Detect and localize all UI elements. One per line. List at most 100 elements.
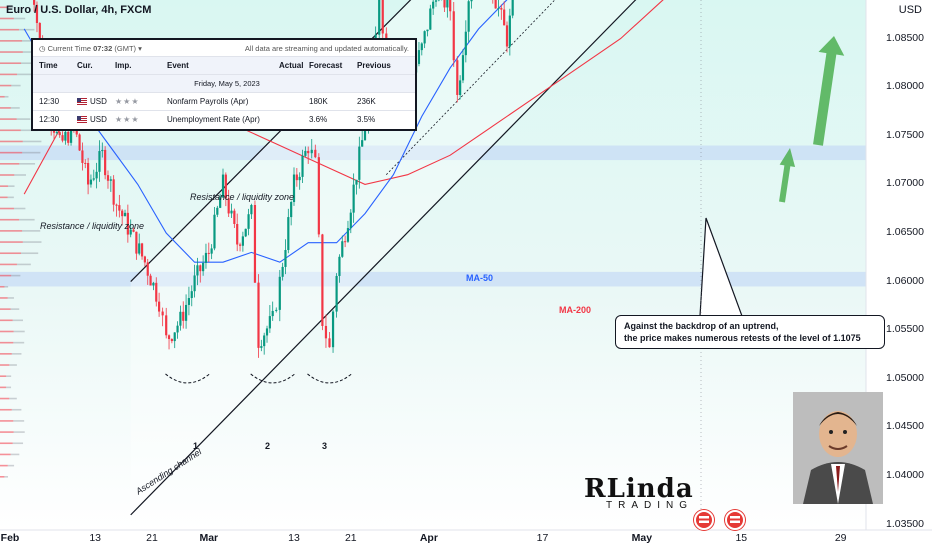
volume-profile-bar bbox=[18, 28, 35, 31]
candle-body bbox=[301, 155, 304, 177]
candle-body bbox=[182, 311, 185, 321]
channel-mid-line bbox=[386, 0, 556, 175]
volume-profile-bar bbox=[0, 185, 8, 187]
volume-profile-bar bbox=[0, 73, 18, 76]
us-event-icon[interactable] bbox=[725, 510, 745, 530]
ma50-line bbox=[23, 0, 508, 263]
candle-body bbox=[152, 282, 155, 286]
volume-profile-bar bbox=[7, 6, 14, 9]
low-label-1: 1 bbox=[193, 441, 199, 451]
candle-body bbox=[423, 31, 426, 44]
volume-profile-bar bbox=[0, 129, 21, 132]
candle-body bbox=[132, 229, 135, 232]
candle-body bbox=[284, 250, 287, 267]
timezone-select[interactable]: (GMT) bbox=[114, 44, 137, 53]
volume-profile-bar bbox=[0, 397, 10, 400]
candle-body bbox=[335, 275, 338, 312]
rlinda-logo: RLinda TRADING bbox=[584, 474, 694, 511]
low-label-3: 3 bbox=[322, 441, 328, 451]
volume-profile-bar bbox=[16, 118, 31, 120]
candle-body bbox=[352, 184, 355, 213]
volume-profile-bar bbox=[13, 207, 26, 210]
volume-profile-bar bbox=[0, 218, 20, 221]
x-tick-label: Mar bbox=[199, 532, 219, 544]
candle-body bbox=[346, 228, 350, 242]
y-tick-label: 1.07000 bbox=[886, 177, 924, 190]
candle-body bbox=[112, 179, 115, 205]
candle-body bbox=[126, 212, 129, 235]
candle-body bbox=[210, 248, 213, 254]
volume-profile-bar bbox=[7, 196, 14, 199]
green-arrow bbox=[779, 148, 796, 203]
clock-icon: ◷ bbox=[39, 44, 46, 53]
importance-stars-icon: ★★★ bbox=[115, 115, 140, 124]
y-tick-label: 1.05500 bbox=[886, 323, 924, 336]
candle-body bbox=[69, 121, 73, 143]
x-tick-label: 15 bbox=[735, 532, 748, 544]
candle-body bbox=[170, 339, 173, 342]
volume-profile-bar bbox=[0, 420, 14, 422]
candle-body bbox=[470, 0, 473, 2]
candle-body bbox=[196, 265, 199, 276]
candle-body bbox=[58, 132, 61, 136]
candle-body bbox=[207, 252, 210, 254]
calendar-note: All data are streaming and updated autom… bbox=[244, 44, 409, 53]
volume-profile-bar bbox=[10, 308, 20, 310]
volume-profile-bar bbox=[0, 6, 8, 9]
volume-profile-bar bbox=[0, 308, 11, 310]
candle-body bbox=[92, 178, 95, 180]
candle-body bbox=[38, 23, 41, 44]
candle-body bbox=[278, 276, 281, 310]
calendar-row[interactable]: 12:30 USD ★★★ Unemployment Rate (Apr) 3.… bbox=[33, 110, 415, 128]
candle-body bbox=[500, 8, 503, 10]
candle-body bbox=[213, 214, 216, 249]
volume-profile-bar bbox=[0, 263, 17, 266]
volume-profile-bar bbox=[4, 95, 9, 98]
volume-profile-bar bbox=[6, 375, 12, 377]
candle-body bbox=[233, 210, 236, 224]
volume-profile-bar bbox=[21, 252, 39, 255]
candle-body bbox=[238, 244, 242, 246]
candle-body bbox=[378, 0, 381, 35]
candle-body bbox=[230, 210, 233, 214]
candle-body bbox=[104, 149, 107, 176]
character-image bbox=[793, 392, 883, 504]
x-tick-label: 13 bbox=[89, 532, 102, 544]
candle-body bbox=[149, 275, 152, 286]
candle-body bbox=[87, 163, 90, 185]
volume-profile-bar bbox=[11, 274, 21, 277]
x-tick-label: 17 bbox=[536, 532, 549, 544]
candle-body bbox=[434, 0, 438, 2]
candle-body bbox=[89, 179, 93, 185]
volume-profile-bar bbox=[0, 118, 17, 120]
candle-body bbox=[494, 0, 497, 9]
candle-body bbox=[179, 311, 182, 326]
candle-body bbox=[290, 202, 293, 218]
low-label-2: 2 bbox=[265, 441, 271, 451]
calendar-row[interactable]: 12:30 USD ★★★ Nonfarm Payrolls (Apr) 180… bbox=[33, 92, 415, 110]
volume-profile-bar bbox=[0, 330, 14, 333]
current-time-prefix: Current Time bbox=[47, 44, 91, 53]
volume-profile-bar bbox=[13, 341, 25, 344]
volume-profile-bar bbox=[0, 196, 8, 199]
volume-profile-bar bbox=[7, 464, 15, 467]
candle-body bbox=[344, 241, 347, 243]
candle-body bbox=[173, 332, 176, 342]
volume-profile-bar bbox=[22, 230, 41, 232]
candle-body bbox=[158, 301, 161, 312]
channel-upper-line bbox=[130, 0, 412, 283]
us-event-icon[interactable] bbox=[694, 510, 714, 530]
candle-body bbox=[167, 335, 171, 340]
candle-body bbox=[449, 0, 452, 12]
col-imp: Imp. bbox=[115, 61, 132, 70]
candle-body bbox=[432, 1, 435, 9]
volume-profile-bar bbox=[22, 140, 42, 143]
volume-profile-bar bbox=[0, 431, 14, 433]
x-tick-label: 21 bbox=[146, 532, 158, 544]
volume-profile-bar bbox=[0, 386, 7, 389]
candle-body bbox=[61, 135, 64, 141]
volume-profile-bar bbox=[0, 107, 11, 109]
volume-profile-bar bbox=[0, 84, 12, 87]
y-tick-label: 1.08000 bbox=[886, 80, 924, 93]
chevron-down-icon[interactable]: ▾ bbox=[138, 44, 142, 53]
